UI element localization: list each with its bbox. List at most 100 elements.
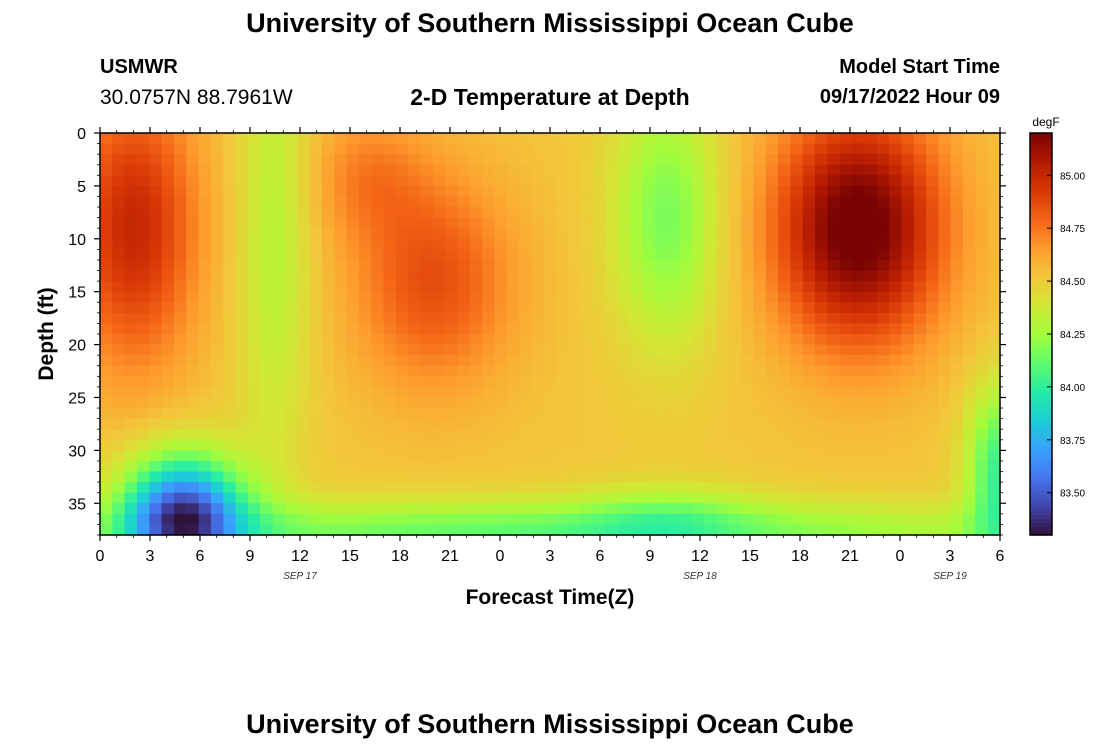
heatmap-cell [728, 133, 742, 145]
heatmap-cell [963, 460, 976, 473]
heatmap-cell [272, 249, 286, 261]
heatmap-cell [247, 355, 261, 367]
heatmap-cell [210, 164, 224, 176]
heatmap-cell [987, 492, 1001, 504]
heatmap-cell [383, 460, 397, 473]
heatmap-cell [112, 503, 126, 515]
heatmap-cell [704, 302, 718, 314]
heatmap-cell [445, 207, 459, 219]
heatmap-cell [642, 312, 656, 325]
heatmap-cell [728, 408, 742, 420]
heatmap-cell [136, 482, 150, 494]
colorbar-unit-label: degF [1032, 115, 1059, 129]
heatmap-cell [173, 238, 187, 250]
heatmap-cell [654, 439, 668, 451]
heatmap-cell [432, 439, 446, 451]
heatmap-cell [593, 418, 607, 430]
heatmap-cell [642, 185, 656, 198]
heatmap-cell [383, 439, 397, 451]
heatmap-cell [321, 460, 335, 473]
heatmap-cell [679, 143, 693, 155]
heatmap-cell [494, 503, 508, 515]
heatmap-cell [876, 450, 890, 462]
heatmap-cell [630, 185, 644, 198]
heatmap-cell [457, 355, 471, 367]
heatmap-cell [260, 460, 274, 473]
heatmap-cell [321, 164, 335, 176]
heatmap-cell [630, 513, 644, 526]
heatmap-cell [790, 450, 804, 462]
heatmap-cell [420, 408, 434, 420]
heatmap-cell [716, 207, 730, 219]
heatmap-cell [568, 175, 582, 187]
heatmap-cell [691, 524, 705, 536]
heatmap-cell [790, 397, 804, 409]
heatmap-cell [790, 175, 804, 187]
heatmap-cell [198, 450, 212, 462]
heatmap-cell [864, 302, 878, 314]
heatmap-cell [605, 471, 619, 483]
heatmap-cell [605, 175, 619, 187]
heatmap-cell [630, 312, 644, 325]
heatmap-cell [247, 439, 261, 451]
heatmap-cell [371, 471, 385, 483]
heatmap-cell [839, 334, 853, 346]
heatmap-cell [519, 376, 533, 388]
heatmap-cell [210, 249, 224, 261]
heatmap-cell [938, 503, 952, 515]
heatmap-cell [556, 334, 570, 346]
heatmap-cell [543, 397, 557, 409]
heatmap-cell [778, 154, 792, 166]
heatmap-cell [950, 217, 964, 229]
heatmap-cell [630, 429, 644, 441]
heatmap-cell [987, 164, 1001, 176]
heatmap-cell [580, 312, 594, 325]
heatmap-cell [531, 196, 545, 208]
heatmap-cell [124, 408, 138, 420]
heatmap-cell [371, 429, 385, 441]
heatmap-cell [679, 270, 693, 282]
heatmap-cell [124, 217, 138, 229]
heatmap-cell [210, 207, 224, 219]
heatmap-cell [790, 513, 804, 526]
heatmap-cell [901, 503, 915, 515]
heatmap-cell [815, 482, 828, 494]
heatmap-cell [260, 365, 274, 377]
heatmap-cell [913, 334, 927, 346]
heatmap-cell [728, 513, 742, 526]
heatmap-cell [284, 376, 298, 388]
heatmap-cell [926, 376, 939, 388]
heatmap-cell [297, 249, 311, 261]
heatmap-cell [297, 291, 311, 303]
heatmap-cell [778, 133, 792, 145]
heatmap-cell [543, 270, 557, 282]
heatmap-cell [605, 418, 619, 430]
heatmap-cell [136, 270, 150, 282]
colorbar-segment [1030, 394, 1052, 399]
heatmap-cell [346, 323, 360, 335]
heatmap-cell [617, 228, 631, 240]
heatmap-cell [198, 503, 212, 515]
heatmap-cell [617, 175, 631, 187]
heatmap-cell [124, 492, 138, 504]
heatmap-cell [630, 164, 644, 176]
heatmap-cell [371, 249, 385, 261]
heatmap-cell [926, 450, 939, 462]
heatmap-cell [728, 217, 742, 229]
heatmap-cell [543, 312, 557, 325]
heatmap-cell [494, 429, 508, 441]
heatmap-cell [605, 312, 619, 325]
heatmap-cell [198, 238, 212, 250]
heatmap-cell [247, 397, 261, 409]
heatmap-cell [383, 143, 397, 155]
heatmap-cell [716, 228, 730, 240]
heatmap-cell [100, 228, 113, 240]
heatmap-cell [272, 228, 286, 240]
heatmap-cell [346, 513, 360, 526]
heatmap-cell [630, 397, 644, 409]
heatmap-cell [938, 386, 952, 399]
heatmap-cell [198, 270, 212, 282]
heatmap-cell [913, 503, 927, 515]
colorbar-segment [1030, 313, 1052, 319]
heatmap-cell [198, 323, 212, 335]
